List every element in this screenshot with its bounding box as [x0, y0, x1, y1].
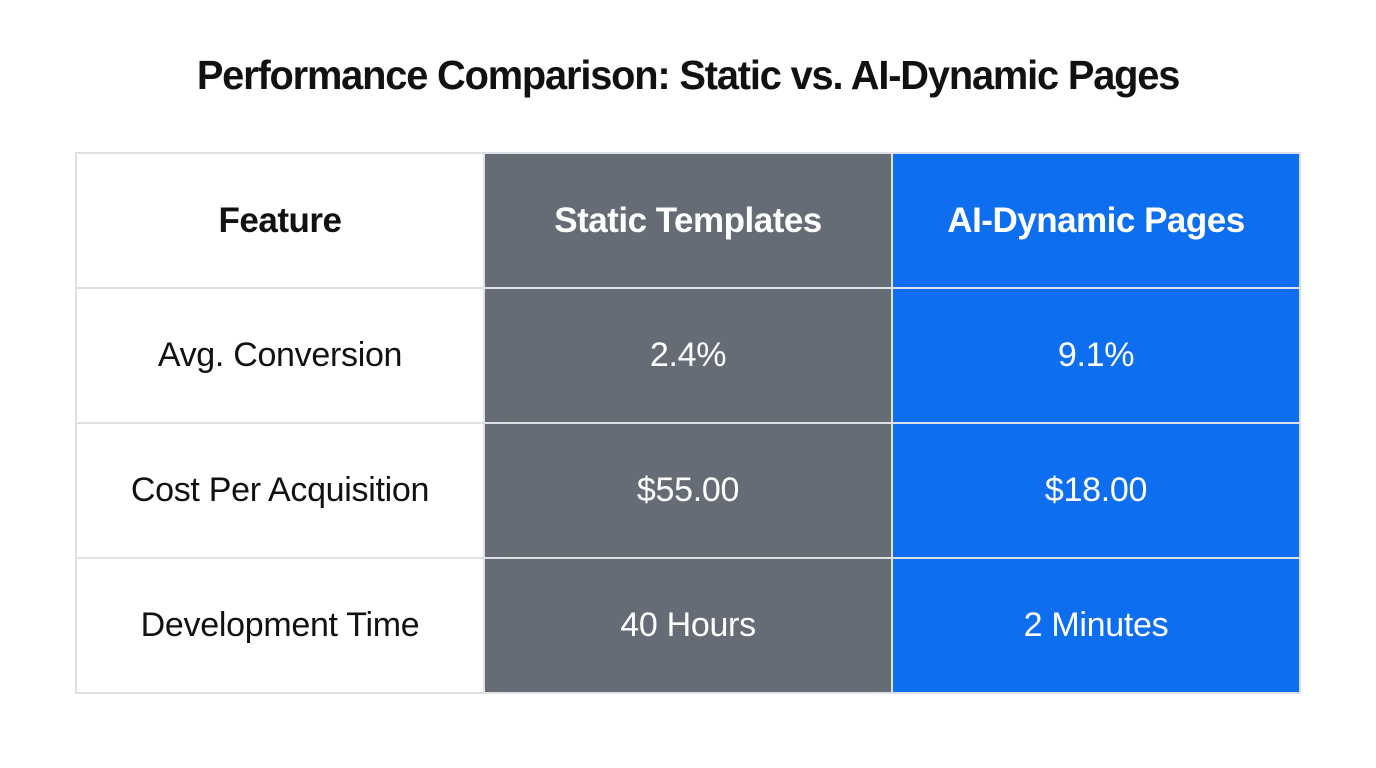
ai-value-cell: 9.1%: [891, 287, 1301, 424]
feature-cell: Development Time: [75, 557, 485, 694]
header-cell-static-templates: Static Templates: [483, 152, 893, 289]
table-body: Avg. Conversion 2.4% 9.1% Cost Per Acqui…: [75, 287, 1301, 694]
table-row-avg-conversion: Avg. Conversion 2.4% 9.1%: [75, 287, 1301, 424]
header-row: Feature Static Templates AI-Dynamic Page…: [75, 152, 1301, 289]
ai-value-cell: $18.00: [891, 422, 1301, 559]
page-title: Performance Comparison: Static vs. AI-Dy…: [196, 52, 1181, 98]
feature-cell: Cost Per Acquisition: [75, 422, 485, 559]
header-cell-ai-dynamic-pages: AI-Dynamic Pages: [891, 152, 1301, 289]
static-value-cell: $55.00: [483, 422, 893, 559]
table-row-development-time: Development Time 40 Hours 2 Minutes: [75, 557, 1301, 694]
static-value-cell: 2.4%: [483, 287, 893, 424]
header-cell-feature: Feature: [75, 152, 485, 289]
static-value-cell: 40 Hours: [483, 557, 893, 694]
table-header: Feature Static Templates AI-Dynamic Page…: [75, 152, 1301, 289]
comparison-table: Feature Static Templates AI-Dynamic Page…: [75, 152, 1301, 694]
ai-value-cell: 2 Minutes: [891, 557, 1301, 694]
feature-cell: Avg. Conversion: [75, 287, 485, 424]
table-row-cost-per-acquisition: Cost Per Acquisition $55.00 $18.00: [75, 422, 1301, 559]
